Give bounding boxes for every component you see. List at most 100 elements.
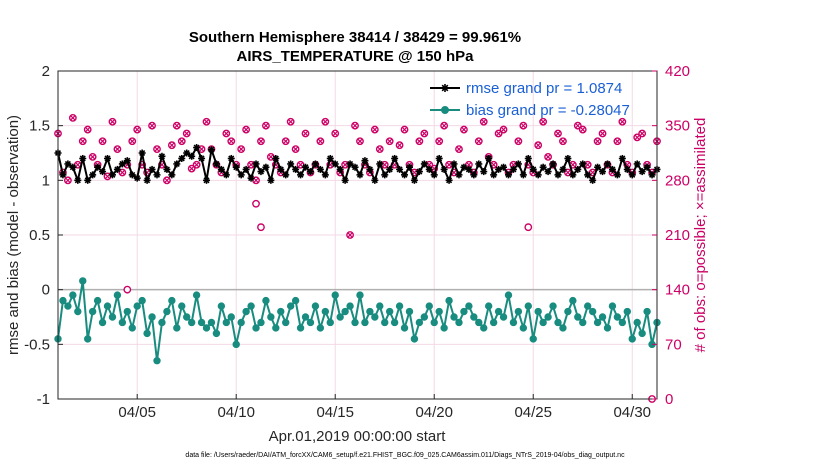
obs-assimilated-point-12 xyxy=(114,146,121,152)
rmse-point-88 xyxy=(490,171,498,179)
bias-point-82 xyxy=(460,307,468,316)
bias-point-52 xyxy=(311,302,320,310)
rmse-point-98 xyxy=(539,163,547,171)
rmse-point-110 xyxy=(599,168,607,176)
x-tick-label-3: 04/20 xyxy=(415,404,453,421)
rmse-point-114 xyxy=(618,154,626,162)
obs-assimilated-point-34 xyxy=(223,130,229,137)
rmse-point-69 xyxy=(396,165,404,173)
rmse-point-79 xyxy=(445,176,453,184)
bias-point-108 xyxy=(588,307,597,316)
obs-assimilated-point-118 xyxy=(639,130,645,137)
bias-point-106 xyxy=(579,318,587,327)
rmse-point-45 xyxy=(277,165,285,173)
legend-rmse-marker xyxy=(441,84,449,92)
bias-point-37 xyxy=(237,318,245,327)
bias-point-15 xyxy=(128,324,136,332)
bias-point-77 xyxy=(435,307,443,316)
bias-point-30 xyxy=(202,324,211,332)
rmse-point-115 xyxy=(623,165,631,173)
obs-assimilated-point-38 xyxy=(243,126,249,133)
rmse-point-66 xyxy=(381,171,389,179)
obs-assimilated-point-90 xyxy=(500,126,507,133)
rmse-point-33 xyxy=(217,165,225,173)
rmse-point-1 xyxy=(59,171,67,179)
rmse-point-94 xyxy=(519,171,527,179)
bias-point-49 xyxy=(296,324,305,332)
obs-extra-point-2 xyxy=(524,223,533,232)
bias-point-86 xyxy=(480,324,488,332)
bias-point-20 xyxy=(153,357,161,365)
rmse-point-29 xyxy=(198,154,206,162)
right-tick-label-6: 420 xyxy=(665,63,690,80)
rmse-point-30 xyxy=(203,176,211,184)
rmse-point-40 xyxy=(252,160,260,168)
rmse-point-68 xyxy=(391,154,399,162)
rmse-point-80 xyxy=(450,160,458,168)
obs-assimilated-point-64 xyxy=(372,126,378,133)
obs-assimilated-point-102 xyxy=(560,138,566,144)
rmse-point-105 xyxy=(574,165,582,173)
right-tick-label-4: 280 xyxy=(665,172,690,189)
rmse-point-77 xyxy=(435,154,443,162)
legend: rmse grand pr = 1.0874 bias grand pr = -… xyxy=(430,80,630,119)
obs-assimilated-point-67 xyxy=(387,138,393,144)
bias-point-84 xyxy=(470,313,478,321)
rmse-point-13 xyxy=(118,160,126,168)
obs-assimilated-point-11 xyxy=(109,119,116,125)
rmse-point-53 xyxy=(316,165,324,173)
bias-point-29 xyxy=(197,318,206,327)
bias-point-60 xyxy=(351,318,359,327)
legend-bias-marker xyxy=(441,106,449,114)
right-tick-label-0: 0 xyxy=(665,391,673,408)
bias-point-48 xyxy=(291,296,300,305)
bias-point-83 xyxy=(465,302,473,310)
obs-assimilated-point-105 xyxy=(575,123,581,129)
rmse-point-23 xyxy=(168,171,176,179)
obs-assimilated-point-28 xyxy=(193,162,200,168)
obs-assimilated-point-15 xyxy=(129,138,135,144)
bias-point-34 xyxy=(222,318,231,327)
rmse-point-75 xyxy=(425,165,433,173)
obs-assimilated-point-70 xyxy=(401,126,408,133)
rmse-point-43 xyxy=(267,176,275,184)
rmse-point-113 xyxy=(613,171,621,179)
obs-assimilated-point-6 xyxy=(85,126,91,133)
obs-assimilated-point-2 xyxy=(65,177,71,183)
obs-assimilated-point-81 xyxy=(456,146,462,152)
bias-point-65 xyxy=(376,302,384,310)
bias-point-35 xyxy=(227,313,235,321)
rmse-point-59 xyxy=(346,160,354,168)
obs-assimilated-point-49 xyxy=(297,162,304,168)
bias-point-55 xyxy=(326,318,334,327)
obs-assimilated-point-82 xyxy=(461,126,467,133)
rmse-point-87 xyxy=(485,154,493,162)
rmse-point-58 xyxy=(341,176,349,184)
rmse-point-102 xyxy=(559,165,567,173)
rmse-point-90 xyxy=(500,163,508,171)
bias-point-62 xyxy=(361,318,369,327)
bias-point-14 xyxy=(123,307,132,316)
obs-assimilated-point-3 xyxy=(70,115,76,121)
bias-point-3 xyxy=(69,291,77,299)
rmse-point-35 xyxy=(227,154,235,162)
bias-point-110 xyxy=(598,313,607,321)
rmse-point-50 xyxy=(302,163,310,171)
obs-assimilated-point-30 xyxy=(203,119,210,125)
rmse-point-31 xyxy=(207,146,215,154)
bias-point-95 xyxy=(524,302,532,310)
obs-extra-point-0 xyxy=(252,199,260,208)
rmse-point-81 xyxy=(455,171,463,179)
bias-point-98 xyxy=(539,318,547,327)
x-tick-label-4: 04/25 xyxy=(514,404,552,421)
x-tick-label-0: 04/05 xyxy=(118,404,156,421)
rmse-point-85 xyxy=(475,160,483,168)
bias-point-22 xyxy=(163,307,171,316)
footnote-data-file: data file: /Users/raeder/DAI/ATM_forcXX/… xyxy=(185,452,625,459)
rmse-point-19 xyxy=(148,165,156,173)
bias-point-100 xyxy=(549,302,557,310)
obs-assimilated-point-78 xyxy=(441,123,447,129)
rmse-point-6 xyxy=(84,176,92,184)
rmse-point-103 xyxy=(564,154,572,162)
bias-point-118 xyxy=(638,329,646,338)
